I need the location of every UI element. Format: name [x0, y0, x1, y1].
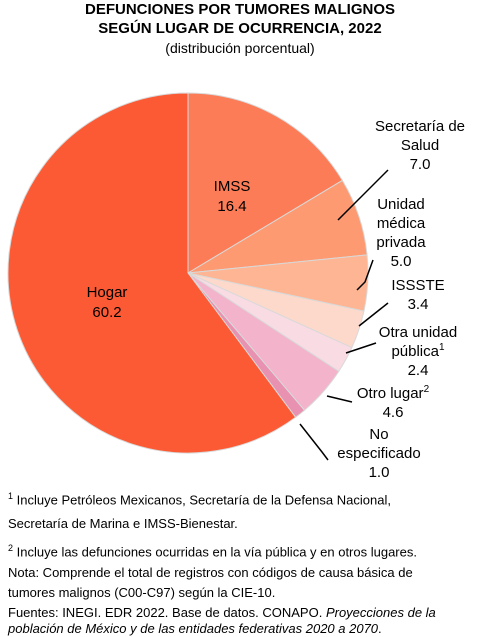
- pie-slice-0: [187, 92, 344, 274]
- footnote-1: 1 Incluye Petróleos Mexicanos, Secretarí…: [8, 488, 476, 508]
- slice-label-sup-5: 2: [424, 384, 430, 395]
- leader-line-3: [358, 302, 389, 327]
- chart-title: DEFUNCIONES POR TUMORES MALIGNOS: [84, 1, 395, 18]
- fuentes-italic-2: población de México y de las entidades f…: [8, 620, 379, 636]
- footnote-1-text: Incluye Petróleos Mexicanos, Secretaría …: [16, 492, 391, 508]
- slice-label-0-line-0: IMSS: [214, 178, 251, 195]
- footnote-2: 2 Incluye las defunciones ocurridas en l…: [8, 540, 476, 560]
- footnote-2-marker: 2: [8, 543, 14, 554]
- slice-value-4: 2.4: [408, 362, 429, 379]
- slice-label-2-line-1: médica: [377, 215, 426, 232]
- slice-value-7: 60.2: [92, 304, 121, 321]
- fuentes-end: .: [378, 620, 382, 636]
- slice-label-6-line-0: No: [369, 426, 388, 443]
- footnote-1-marker: 1: [8, 491, 14, 501]
- slice-label-3-line-0: ISSSTE: [391, 277, 444, 294]
- slice-label-1-line-1: Salud: [401, 137, 439, 154]
- chart-title-line2: SEGÚN LUGAR DE OCURRENCIA, 2022: [98, 20, 382, 37]
- fuentes-line-2: población de México y de las entidades f…: [8, 621, 476, 637]
- slice-label-sup-4: 1: [439, 342, 445, 353]
- fuentes: Fuentes: INEGI. EDR 2022. Base de datos.…: [8, 605, 476, 621]
- slice-value-5: 4.6: [383, 404, 404, 421]
- pie-chart: IMSS 16.4 Secretaría de Salud 7.0 Unidad médic…: [7, 92, 465, 480]
- slice-value-3: 3.4: [408, 296, 429, 313]
- slice-label-4-line-0: Otra unidad: [379, 324, 457, 341]
- footnotes: 1 Incluye Petróleos Mexicanos, Secretarí…: [8, 488, 476, 637]
- slice-value-2: 5.0: [391, 253, 412, 270]
- leader-line-2: [356, 259, 374, 291]
- slice-label-7-line-0: Hogar: [87, 284, 128, 301]
- chart-subtitle: (distribución porcentual): [165, 40, 315, 56]
- leader-line-1: [337, 169, 389, 221]
- slice-label-6-line-1: especificado: [337, 445, 420, 462]
- leader-line-6: [299, 423, 329, 461]
- leader-line-4: [345, 342, 377, 354]
- nota-line-2: tumores malignos (C00-C97) según la CIE-…: [8, 584, 276, 600]
- nota-line-1: Nota: Comprende el total de registros co…: [8, 564, 413, 580]
- fuentes-text: Fuentes: INEGI. EDR 2022. Base de datos.…: [8, 604, 326, 620]
- slice-label-2-line-2: privada: [376, 234, 426, 251]
- slice-value-0: 16.4: [217, 198, 246, 215]
- slice-value-1: 7.0: [410, 156, 431, 173]
- footnote-2-text: Incluye las defunciones ocurridas en la …: [16, 544, 417, 560]
- leader-line-5: [326, 395, 353, 403]
- fuentes-italic: Proyecciones de la: [325, 604, 436, 620]
- slice-label-4-line-1: pública1: [391, 342, 445, 360]
- footnote-1b: Secretaría de Marina e IMSS-Bienestar.: [8, 516, 238, 532]
- slice-label-2-line-0: Unidad: [377, 196, 425, 213]
- pie-slice-7: [7, 92, 297, 454]
- slice-label-1-line-0: Secretaría de: [375, 118, 465, 135]
- slice-label-5-line-0: Otro lugar2: [357, 384, 430, 402]
- slice-value-6: 1.0: [369, 464, 390, 480]
